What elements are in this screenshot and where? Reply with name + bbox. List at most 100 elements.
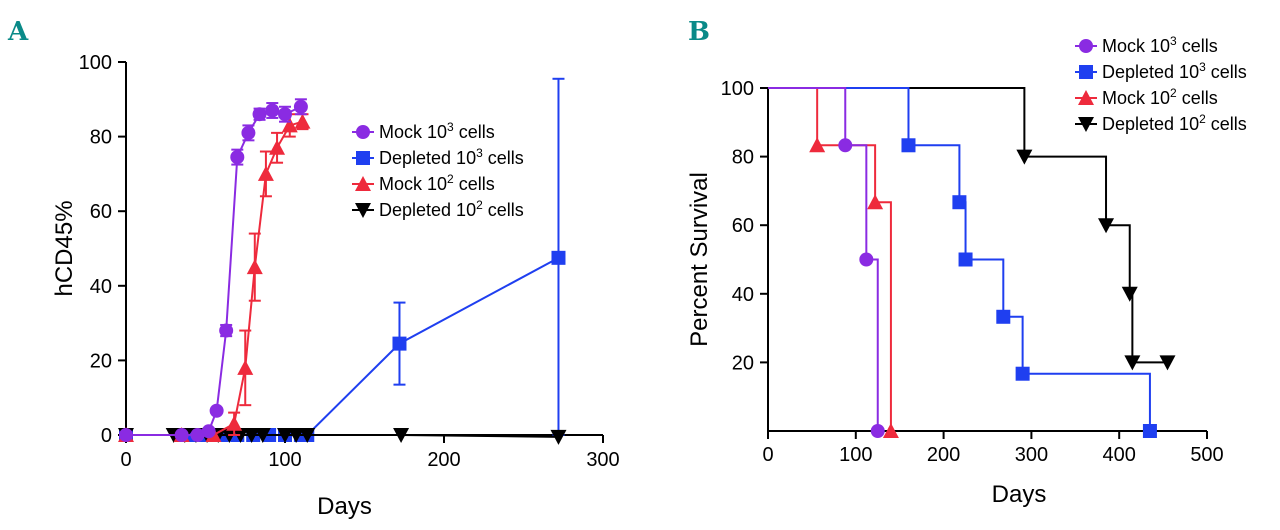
legend-label: Depleted 103 cells: [379, 146, 524, 168]
data-point: [269, 139, 286, 155]
data-point: [257, 165, 274, 181]
panel-a-label: A: [7, 17, 29, 47]
data-point: [278, 107, 292, 122]
y-tick-label: 100: [79, 52, 112, 74]
legend-label: Mock 103 cells: [1102, 34, 1218, 56]
y-tick-label: 40: [90, 276, 112, 298]
y-tick-label: 80: [90, 127, 112, 149]
data-point: [209, 403, 224, 418]
y-tick-label: 20: [90, 350, 112, 372]
data-point: [190, 428, 205, 442]
data-point: [281, 117, 298, 133]
data-point: [119, 428, 133, 442]
data-point: [201, 424, 216, 439]
y-tick-label: 80: [732, 147, 754, 169]
data-point: [393, 428, 410, 443]
series-1: [119, 77, 566, 442]
series-2: [118, 113, 311, 442]
survival-curve: [768, 87, 879, 431]
data-point: [252, 107, 267, 122]
censor-marker: [1121, 286, 1138, 302]
legend-label: Depleted 102 cells: [379, 198, 524, 220]
data-point: [219, 323, 234, 338]
legend-marker: [356, 125, 370, 139]
legend: Mock 103 cells Depleted 103 cells Mock 102…: [352, 120, 524, 220]
legend-label: Mock 102 cells: [379, 172, 495, 194]
y-tick-label: 20: [732, 352, 754, 374]
x-tick-label: 100: [839, 444, 872, 466]
panel-a-hcd45-chart: A hCD45% Days 0 20 40 60 80 100 0 100 200 300 Mock…: [7, 17, 620, 520]
data-point: [226, 415, 243, 431]
data-point: [265, 103, 280, 118]
censor-marker: [1015, 366, 1030, 381]
x-tick-label: 200: [427, 449, 460, 471]
data-point: [392, 336, 407, 351]
legend-marker: [1078, 90, 1094, 105]
series-0: [119, 98, 308, 442]
legend-marker: [1079, 39, 1093, 53]
legend-label: Depleted 102 cells: [1102, 112, 1247, 134]
censor-marker: [859, 252, 874, 267]
legend-marker: [355, 203, 371, 218]
censor-marker: [901, 138, 916, 153]
legend: Mock 103 cells Depleted 103 cells Mock 102…: [1075, 34, 1247, 134]
y-tick-label: 100: [721, 78, 754, 100]
series-line: [126, 256, 559, 436]
x-tick-label: 0: [120, 449, 131, 471]
series-0: [768, 87, 885, 438]
legend-marker: [356, 151, 370, 165]
series-2: [768, 87, 899, 438]
censor-marker: [1098, 218, 1115, 234]
series-3: [768, 87, 1176, 371]
censor-marker: [870, 424, 885, 438]
data-point: [174, 428, 189, 442]
x-tick-label: 300: [1015, 444, 1048, 466]
panel-b-y-axis-title: Percent Survival: [686, 172, 713, 347]
data-point: [277, 428, 293, 443]
data-point: [232, 428, 249, 443]
y-tick-label: 0: [101, 425, 112, 447]
legend-label: Mock 103 cells: [379, 120, 495, 142]
x-tick-label: 300: [586, 449, 619, 471]
legend-marker: [1079, 65, 1093, 79]
censor-marker: [1124, 355, 1141, 371]
x-tick-label: 400: [1103, 444, 1136, 466]
x-tick-label: 200: [927, 444, 960, 466]
panel-a-x-axis-title: Days: [317, 493, 372, 520]
data-point: [288, 428, 305, 443]
y-tick-label: 60: [90, 201, 112, 223]
panel-b-x-axis-title: Days: [992, 481, 1047, 508]
censor-marker: [1159, 355, 1176, 371]
data-point: [299, 428, 316, 443]
legend-label: Depleted 103 cells: [1102, 60, 1247, 82]
data-point: [241, 125, 256, 140]
panel-b-survival-chart: B Percent Survival Days 20 40 60 80 100 0 100 2…: [686, 17, 1247, 508]
censor-marker: [1016, 149, 1033, 165]
data-point: [237, 359, 254, 375]
y-tick-label: 60: [732, 215, 754, 237]
data-point: [246, 259, 263, 275]
data-point: [254, 428, 271, 443]
data-point: [230, 150, 245, 165]
censor-marker: [952, 195, 967, 210]
series-line: [126, 120, 303, 436]
y-tick-label: 40: [732, 284, 754, 306]
x-tick-label: 0: [762, 444, 773, 466]
censor-marker: [996, 309, 1011, 324]
legend-label: Mock 102 cells: [1102, 86, 1218, 108]
data-point: [243, 428, 260, 443]
data-point: [294, 113, 311, 129]
data-point: [551, 250, 566, 265]
censor-marker: [867, 194, 884, 210]
x-tick-label: 100: [268, 449, 301, 471]
data-point: [550, 429, 567, 445]
legend-marker: [355, 176, 371, 191]
x-tick-label: 500: [1190, 444, 1223, 466]
series-1: [768, 87, 1157, 438]
legend-marker: [1078, 117, 1094, 132]
data-point: [293, 99, 308, 114]
panel-b-label: B: [688, 17, 710, 47]
censor-marker: [838, 138, 853, 153]
panel-a-y-axis-title: hCD45%: [51, 200, 78, 296]
